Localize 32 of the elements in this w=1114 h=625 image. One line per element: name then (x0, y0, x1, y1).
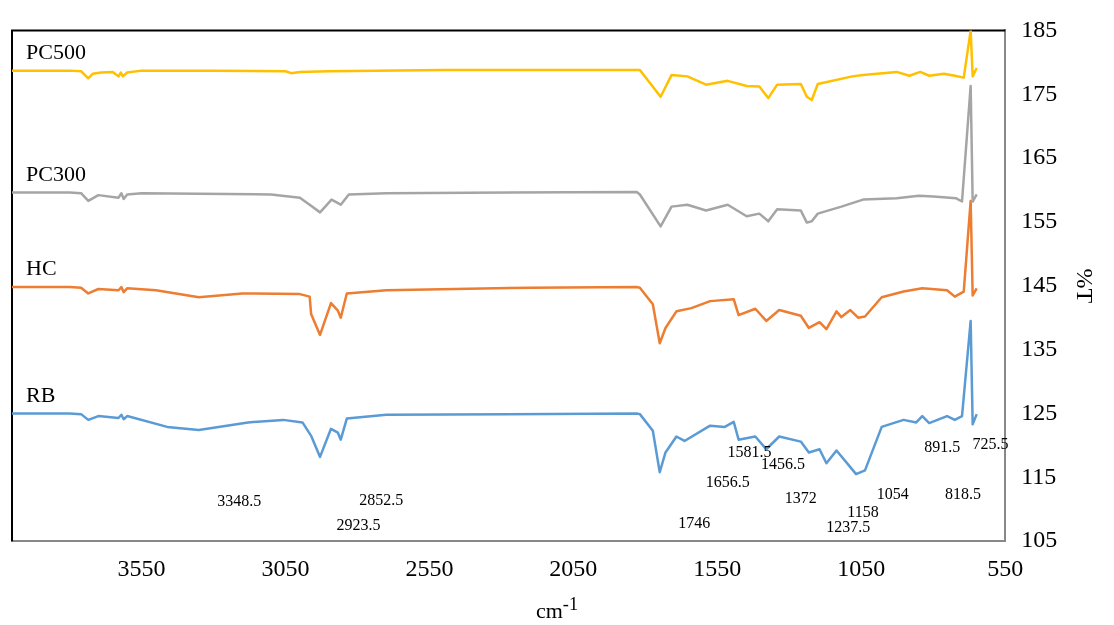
annotation: 1656.5 (705, 472, 750, 490)
series-label: PC300 (26, 160, 86, 186)
annotation: 891.5 (924, 437, 961, 455)
y-tick-label: 185 (1021, 15, 1058, 42)
x-tick-label: 3550 (117, 554, 166, 581)
annotation: 2923.5 (336, 516, 381, 534)
y-tick-label: 145 (1021, 271, 1058, 298)
x-tick-label: 3050 (261, 554, 310, 581)
annotation: 1372 (784, 489, 817, 507)
x-tick-label: 550 (987, 554, 1024, 581)
annotation: 818.5 (944, 485, 981, 503)
annotation: 725.5 (972, 434, 1009, 452)
x-tick-label: 1050 (837, 554, 886, 581)
y-axis-title: %T (1072, 268, 1099, 304)
y-tick-label: 155 (1021, 207, 1058, 234)
x-tick-label: 1550 (693, 554, 742, 581)
y-tick-label: 175 (1021, 79, 1058, 106)
annotation: 1054 (876, 485, 909, 503)
y-tick-label: 135 (1021, 334, 1058, 361)
series-label: PC500 (26, 38, 86, 64)
annotation: 3348.5 (217, 492, 262, 510)
y-tick-label: 165 (1021, 143, 1058, 170)
y-tick-label: 125 (1021, 398, 1058, 425)
series-label: RB (26, 381, 56, 407)
annotation: 1746 (678, 514, 711, 532)
annotation: 2852.5 (359, 490, 404, 508)
x-tick-label: 2550 (405, 554, 454, 581)
series-label: HC (26, 255, 57, 281)
x-tick-label: 2050 (549, 554, 598, 581)
y-tick-label: 115 (1021, 462, 1057, 489)
y-tick-label: 105 (1021, 526, 1058, 553)
x-axis-title: cm$^{-1}$ (535, 594, 579, 624)
